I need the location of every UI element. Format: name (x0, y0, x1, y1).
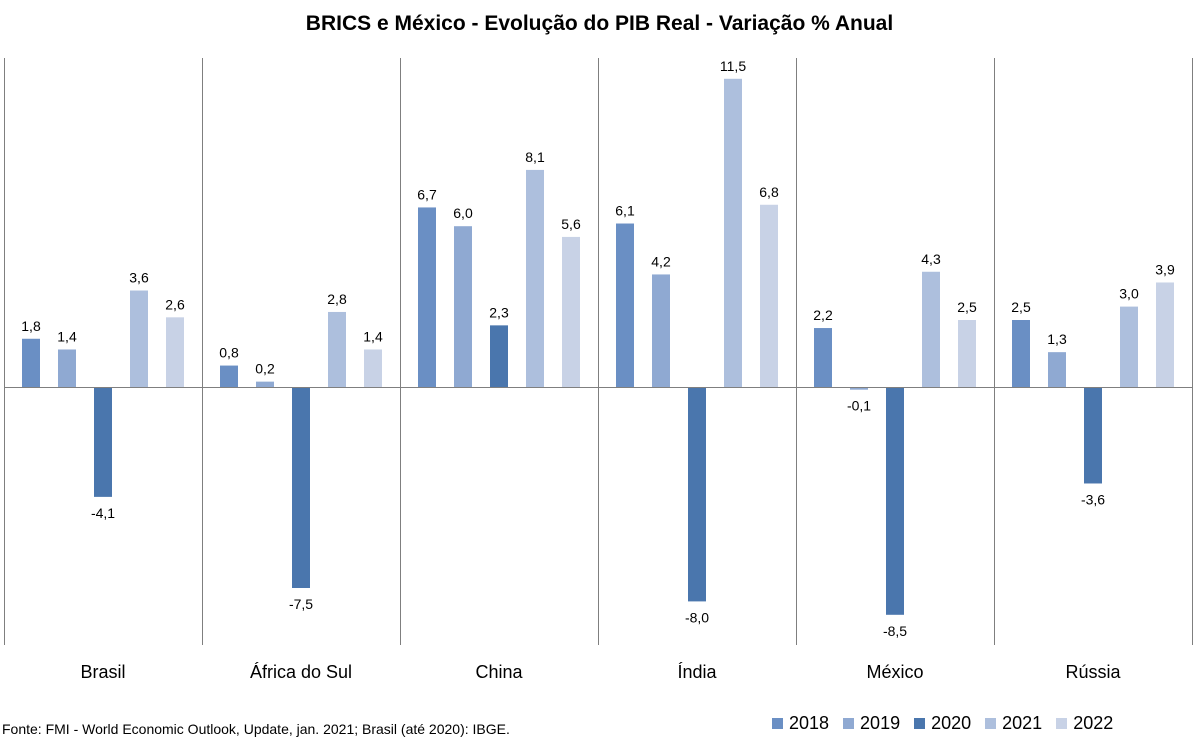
bar-2022-1 (364, 349, 382, 387)
data-label: 2,5 (1011, 299, 1031, 315)
legend-swatch (985, 717, 997, 729)
bar-2022-5 (1156, 282, 1174, 387)
data-labels: 1,8 1,4 -4,1 3,6 2,6 0,8 0,2 -7,5 2,8 1,4 6,7 6,0 2,… (21, 58, 1175, 639)
legend-item-2021: 2021 (985, 713, 1042, 734)
category-label: Rússia (1065, 662, 1121, 682)
bar-2020-1 (292, 387, 310, 588)
data-label: -8,5 (883, 623, 907, 639)
bar-2021-1 (328, 311, 346, 387)
bar-2019-0 (58, 349, 76, 387)
legend-label: 2021 (1002, 712, 1043, 733)
data-label: 0,8 (219, 345, 239, 361)
bar-2019-4 (850, 387, 868, 390)
bar-2021-4 (922, 271, 940, 387)
bar-2018-5 (1012, 320, 1030, 387)
bar-series (22, 78, 1174, 615)
legend-swatch (914, 717, 926, 729)
legend-swatch (843, 717, 855, 729)
bar-2021-3 (724, 78, 742, 388)
data-label: 2,5 (957, 299, 977, 315)
category-label: México (866, 662, 923, 682)
bar-2021-5 (1120, 306, 1138, 387)
category-label: Brasil (80, 662, 125, 682)
bar-2018-1 (220, 365, 238, 387)
category-labels: Brasil África do Sul China Índia México Rússi… (80, 662, 1121, 682)
data-label: 3,0 (1119, 286, 1139, 302)
bar-2022-3 (760, 204, 778, 387)
bar-2018-2 (418, 207, 436, 387)
data-label: 11,5 (720, 58, 746, 74)
bar-2021-0 (130, 290, 148, 387)
legend-label: 2019 (860, 712, 901, 733)
data-label: -7,5 (289, 596, 313, 612)
source-note: Fonte: FMI - World Economic Outlook, Upd… (2, 721, 510, 737)
bar-2019-1 (256, 381, 274, 387)
legend-label: 2022 (1073, 712, 1114, 733)
bar-2021-2 (526, 169, 544, 387)
legend: 2018 2019 2020 2021 2022 (772, 712, 1127, 734)
data-label: 2,6 (165, 296, 185, 312)
bar-2020-3 (688, 387, 706, 602)
data-label: 6,1 (615, 203, 635, 219)
data-label: 1,4 (57, 328, 77, 344)
data-label: -4,1 (91, 505, 115, 521)
chart-title: BRICS e México - Evolução do PIB Real - … (305, 12, 894, 35)
legend-item-2020: 2020 (914, 713, 971, 734)
bar-2019-2 (454, 226, 472, 387)
data-label: 1,3 (1047, 331, 1067, 347)
bar-2018-4 (814, 328, 832, 387)
category-label: China (475, 662, 523, 682)
bar-2020-4 (886, 387, 904, 615)
bar-2018-0 (22, 338, 40, 387)
data-label: -3,6 (1081, 491, 1105, 507)
data-label: 6,0 (453, 205, 473, 221)
data-label: 1,8 (21, 318, 41, 334)
data-label: 4,3 (921, 251, 941, 267)
data-label: 2,3 (489, 304, 509, 320)
data-label: 3,6 (129, 270, 149, 286)
legend-label: 2018 (789, 712, 830, 733)
legend-item-2022: 2022 (1056, 713, 1113, 734)
data-label: 5,6 (561, 216, 581, 232)
legend-item-2019: 2019 (843, 713, 900, 734)
data-label: 4,2 (651, 253, 671, 269)
legend-label: 2020 (931, 712, 972, 733)
data-label: 8,1 (525, 149, 545, 165)
bar-2019-5 (1048, 352, 1066, 387)
bar-2022-0 (166, 317, 184, 387)
data-label: 2,2 (813, 307, 833, 323)
data-label: 6,8 (759, 184, 779, 200)
legend-swatch (1056, 717, 1068, 729)
category-label: Índia (677, 662, 717, 682)
category-label: África do Sul (250, 662, 352, 682)
category-separators (4, 58, 1193, 645)
data-label: -8,0 (685, 609, 709, 625)
data-label: 1,4 (363, 328, 383, 344)
bar-2020-5 (1084, 387, 1102, 484)
bar-2022-2 (562, 236, 580, 387)
bar-2020-0 (94, 387, 112, 497)
legend-swatch (772, 717, 783, 729)
data-label: 2,8 (327, 291, 347, 307)
bar-2020-2 (490, 325, 508, 387)
bar-2022-4 (958, 320, 976, 387)
data-label: 3,9 (1155, 261, 1175, 277)
data-label: 0,2 (255, 361, 275, 377)
bar-2019-3 (652, 274, 670, 387)
data-label: -0,1 (847, 398, 871, 414)
bar-2018-3 (616, 223, 634, 387)
legend-item-2018: 2018 (772, 713, 829, 734)
data-label: 6,7 (417, 186, 437, 202)
